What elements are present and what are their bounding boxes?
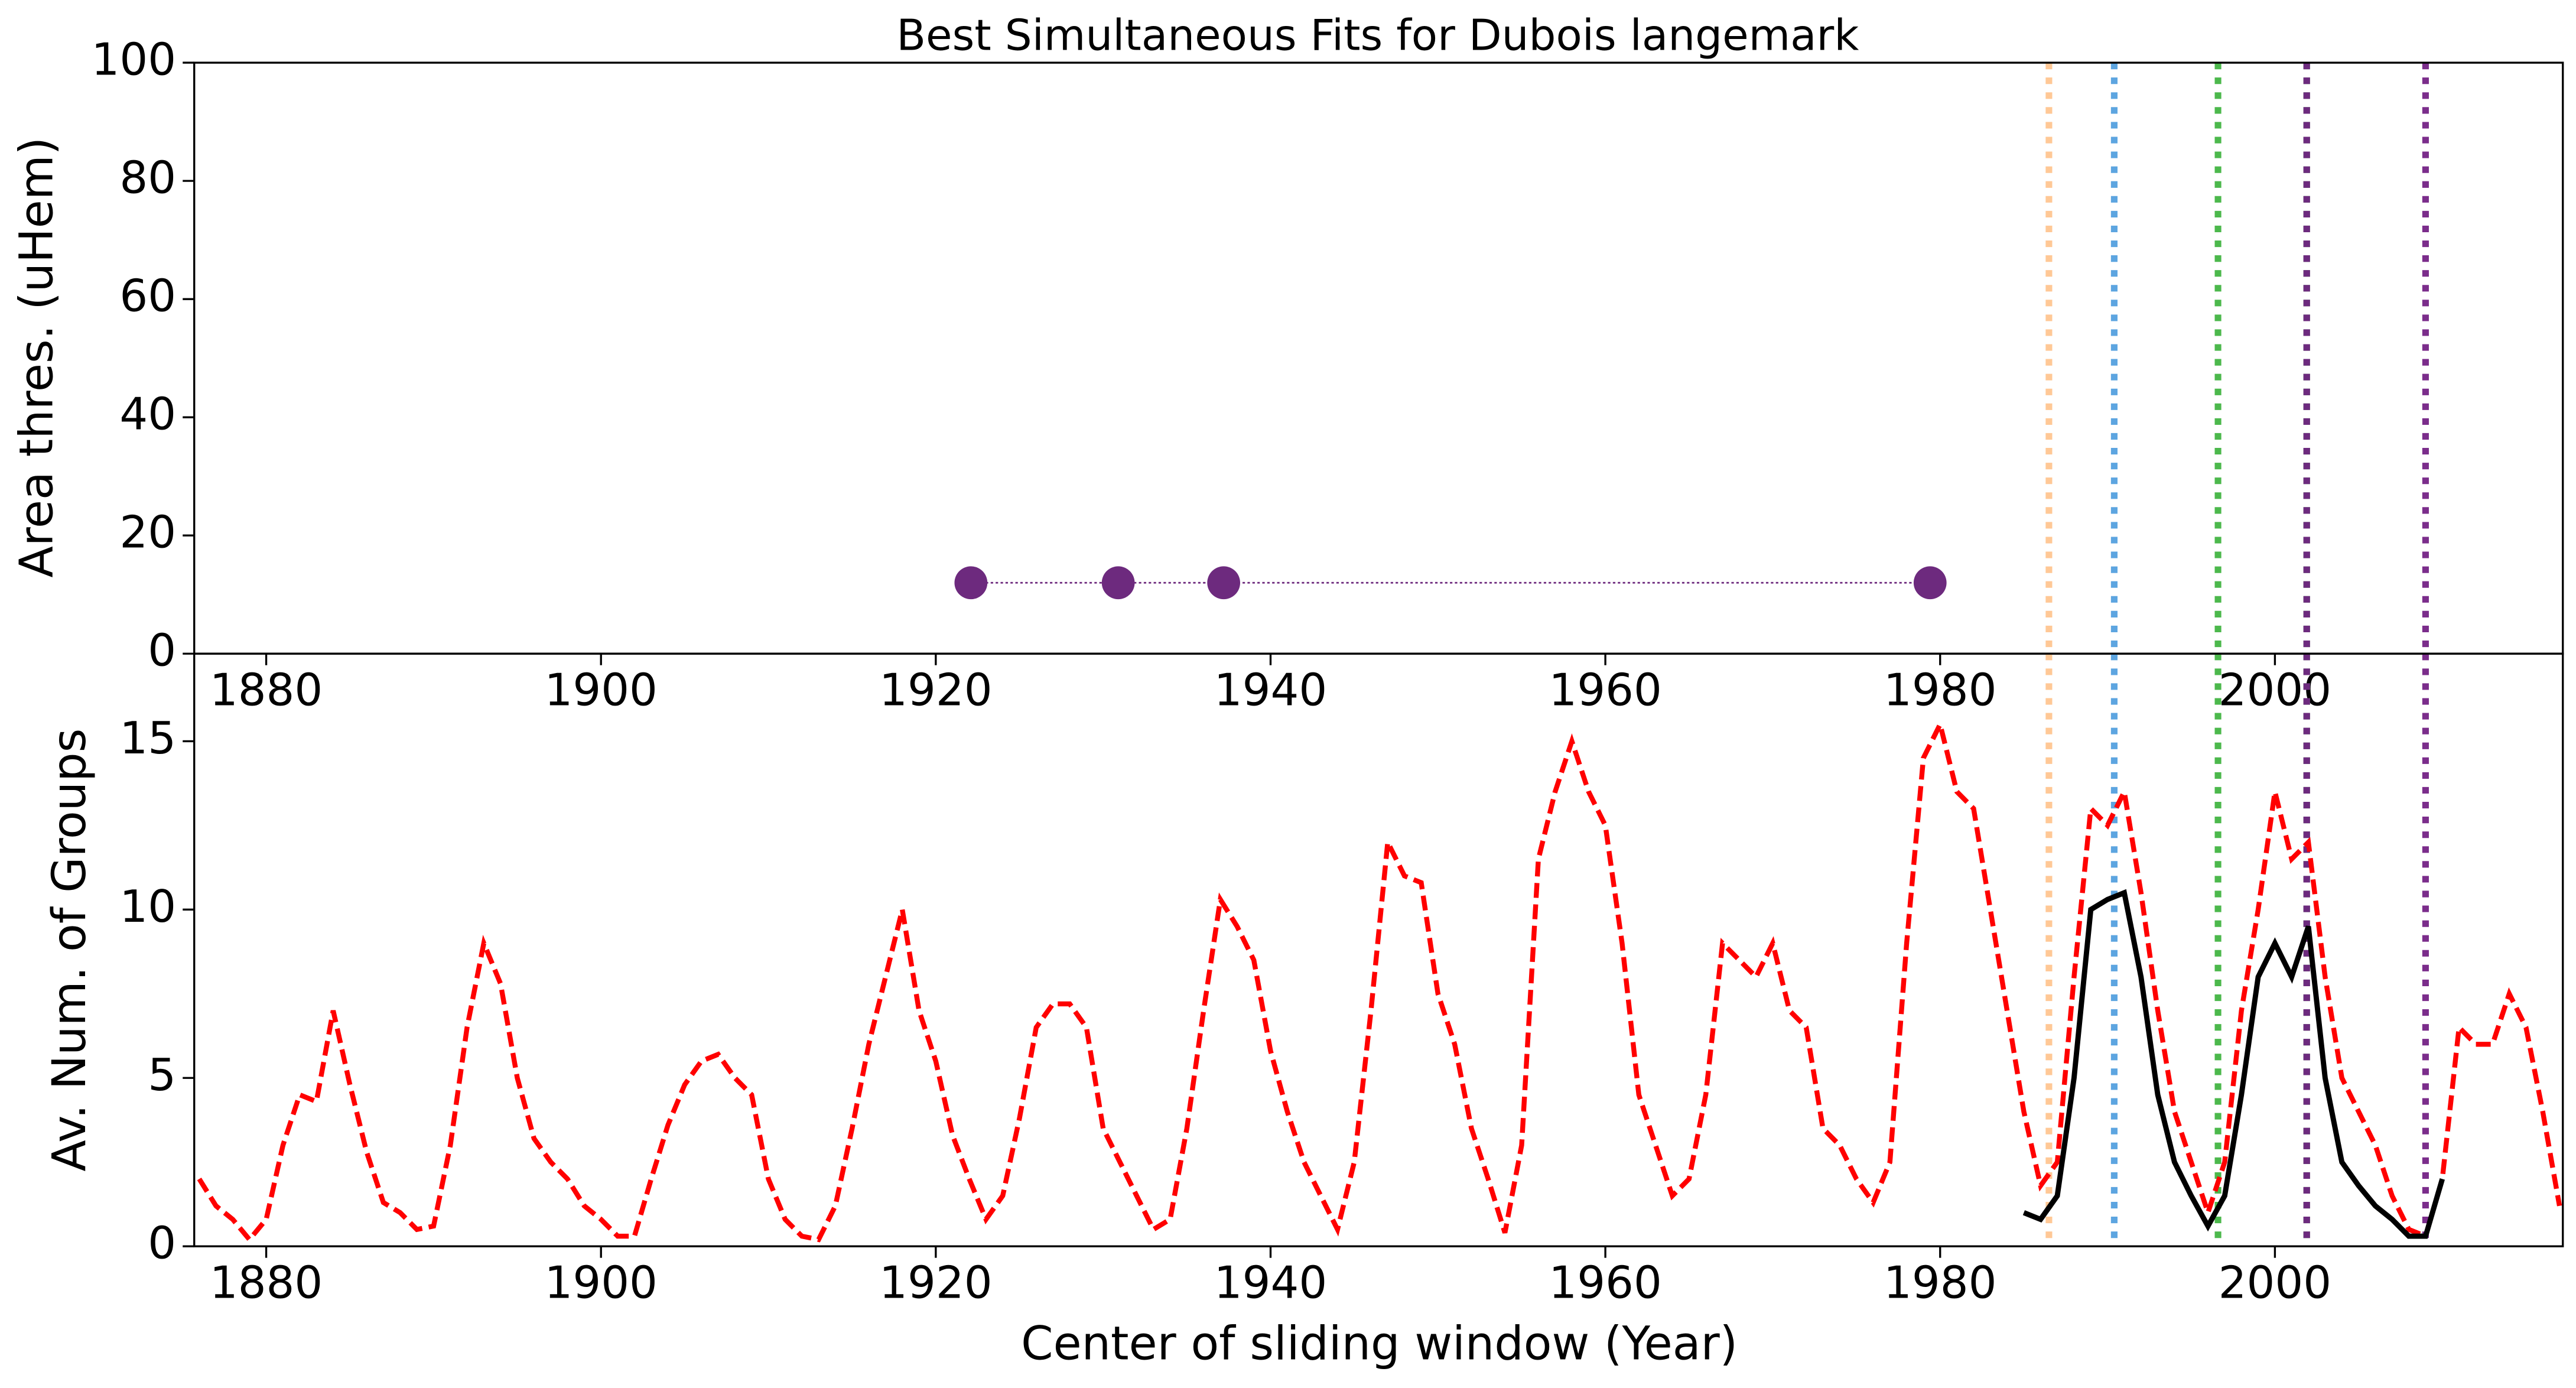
y-tick-label: 40 — [119, 388, 176, 440]
axes-frame — [193, 652, 2564, 1247]
series-line — [2022, 889, 2445, 1239]
x-tick-label: 1940 — [1214, 664, 1327, 716]
y-tick-label: 80 — [119, 152, 176, 204]
x-tick-label: 1940 — [1214, 1257, 1327, 1309]
y-tick-label: 60 — [119, 270, 176, 322]
y-tick-label: 100 — [92, 34, 177, 86]
y-tick-label: 5 — [148, 1049, 176, 1101]
data-point — [1101, 566, 1135, 600]
y-axis-label: Av. Num. of Groups — [43, 729, 96, 1172]
plot-area — [197, 654, 2562, 1247]
x-tick-label: 2000 — [2219, 664, 2331, 716]
x-tick-label: 1960 — [1549, 664, 1661, 716]
x-tick-label: 1920 — [879, 1257, 992, 1309]
y-tick-label: 0 — [148, 625, 176, 677]
y-axis-label: Area thres. (uHem) — [10, 137, 63, 578]
x-tick-label: 1900 — [544, 1257, 657, 1309]
x-tick-label: 1980 — [1884, 1257, 1996, 1309]
x-tick-label: 2000 — [2219, 1257, 2331, 1309]
x-tick-label: 1960 — [1549, 1257, 1661, 1309]
plot-area — [971, 63, 2429, 654]
chart-title: Best Simultaneous Fits for Dubois langem… — [896, 11, 1859, 60]
y-tick-label: 10 — [119, 880, 176, 932]
x-tick-label: 1920 — [879, 664, 992, 716]
y-tick-label: 15 — [119, 712, 176, 764]
y-tick-label: 20 — [119, 506, 176, 558]
y-tick-label: 0 — [148, 1217, 176, 1269]
x-tick-label: 1980 — [1884, 664, 1996, 716]
data-point — [1913, 566, 1947, 600]
x-tick-label: 1900 — [544, 664, 657, 716]
x-tick-label: 1880 — [210, 664, 323, 716]
x-tick-label: 1880 — [210, 1257, 323, 1309]
series-line — [197, 717, 2562, 1244]
data-point — [1207, 566, 1241, 600]
data-point — [954, 566, 988, 600]
x-axis-label: Center of sliding window (Year) — [1021, 1318, 1738, 1371]
